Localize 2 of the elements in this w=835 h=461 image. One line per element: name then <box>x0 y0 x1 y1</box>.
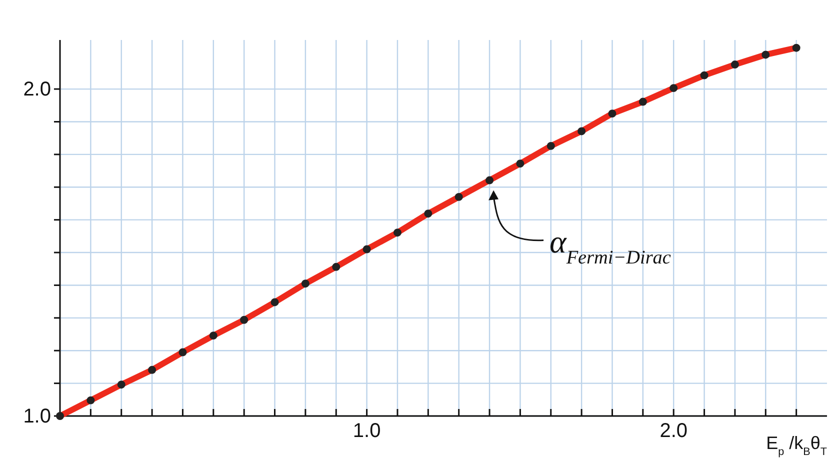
x-axis-title: E$_{p}$ /k$_{B}$θ$_{T}$ <box>766 433 828 458</box>
annotation: α$_{Fermi−Dirac}$ <box>550 223 672 268</box>
